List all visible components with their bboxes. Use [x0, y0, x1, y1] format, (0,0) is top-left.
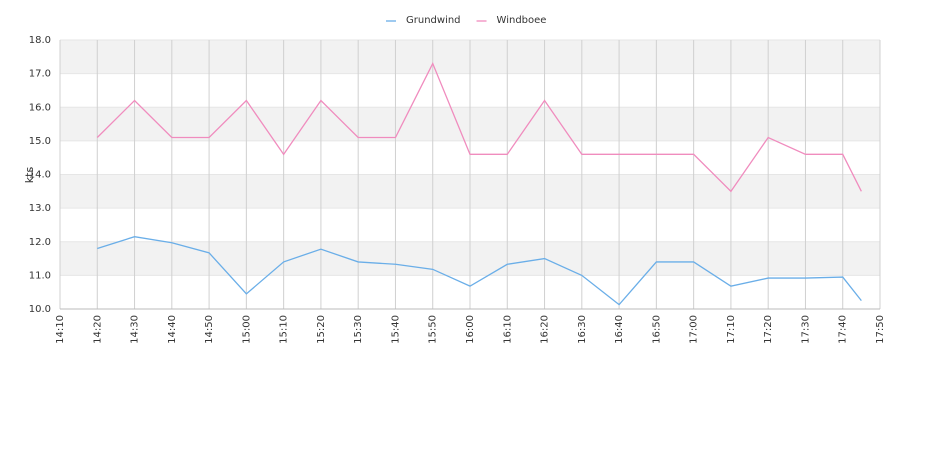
x-tick-label: 17:30 [800, 315, 811, 344]
x-tick-label: 17:50 [875, 315, 886, 344]
x-tick-label: 14:40 [167, 315, 178, 344]
y-tick-label: 12.0 [29, 237, 51, 248]
x-tick-label: 17:00 [689, 315, 700, 344]
x-tick-label: 14:10 [55, 315, 66, 344]
x-tick-label: 16:50 [651, 315, 662, 344]
x-tick-label: 15:30 [353, 315, 364, 344]
series-line [96, 61, 862, 193]
legend-label: Windboee [497, 15, 547, 26]
x-tick-label: 16:40 [614, 315, 625, 344]
y-tick-label: 14.0 [29, 170, 51, 181]
x-tick-label: 17:20 [763, 315, 774, 344]
x-tick-label: 16:00 [465, 315, 476, 344]
x-tick-label: 15:10 [279, 315, 290, 344]
y-tick-label: 10.0 [29, 304, 51, 315]
x-tick-label: 17:40 [838, 315, 849, 344]
series-line [97, 236, 862, 306]
y-axis-label: kts [23, 167, 36, 184]
x-tick-label: 16:20 [540, 315, 551, 344]
y-tick-label: 11.0 [29, 270, 51, 281]
legend-label: Grundwind [406, 15, 461, 26]
x-tick-label: 17:10 [726, 315, 737, 344]
y-tick-label: 15.0 [29, 136, 51, 147]
x-tick-label: 16:10 [502, 315, 513, 344]
x-tick-label: 15:40 [390, 315, 401, 344]
y-tick-label: 17.0 [29, 69, 51, 80]
y-tick-label: 16.0 [29, 102, 51, 113]
x-tick-label: 14:20 [92, 315, 103, 344]
x-tick-label: 15:00 [241, 315, 252, 344]
x-tick-label: 15:50 [428, 315, 439, 344]
y-tick-label: 13.0 [29, 203, 51, 214]
x-tick-label: 14:30 [130, 315, 141, 344]
y-tick-label: 18.0 [29, 35, 51, 46]
x-tick-label: 14:50 [204, 315, 215, 344]
x-tick-label: 16:30 [577, 315, 588, 344]
x-tick-label: 15:20 [316, 315, 327, 344]
